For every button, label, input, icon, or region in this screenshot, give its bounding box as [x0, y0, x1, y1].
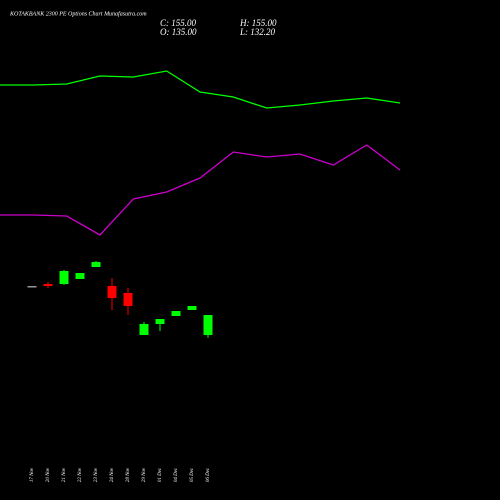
x-tick-label: 28 Nov	[126, 467, 131, 482]
x-tick-label: 29 Nov	[142, 467, 147, 482]
candle-body	[43, 284, 53, 286]
indicator-line	[0, 144, 401, 236]
candle-body	[75, 273, 85, 279]
candle-body	[59, 271, 69, 284]
candle-body	[91, 262, 101, 267]
high-text: H: 155.00	[239, 18, 277, 28]
candle-body	[171, 311, 181, 316]
x-tick-label: 23 Nov	[94, 467, 99, 482]
candle-body	[139, 324, 149, 335]
chart-title: KOTAKBANK 2300 PE Options Chart Munafasu…	[9, 10, 147, 17]
x-tick-label: 06 Dec	[206, 467, 211, 482]
indicator-line	[0, 70, 401, 109]
candle-body	[107, 286, 117, 298]
x-tick-label: 20 Nov	[46, 467, 51, 482]
low-text: L: 132.20	[239, 27, 276, 37]
candle-body	[123, 293, 133, 306]
x-tick-label: 17 Nov	[30, 467, 35, 482]
x-tick-label: 22 Nov	[78, 467, 83, 482]
x-tick-label: 04 Dec	[174, 467, 179, 482]
close-text: C: 155.00	[160, 18, 197, 28]
candle-body	[203, 315, 213, 335]
candle-body	[155, 319, 165, 324]
x-tick-label: 05 Dec	[190, 467, 195, 482]
candle-body	[187, 306, 197, 310]
x-tick-label: 24 Nov	[110, 467, 115, 482]
x-tick-label: 21 Nov	[62, 467, 67, 482]
candle-body	[27, 286, 37, 288]
x-tick-label: 01 Dec	[158, 467, 163, 482]
open-text: O: 135.00	[160, 27, 197, 37]
